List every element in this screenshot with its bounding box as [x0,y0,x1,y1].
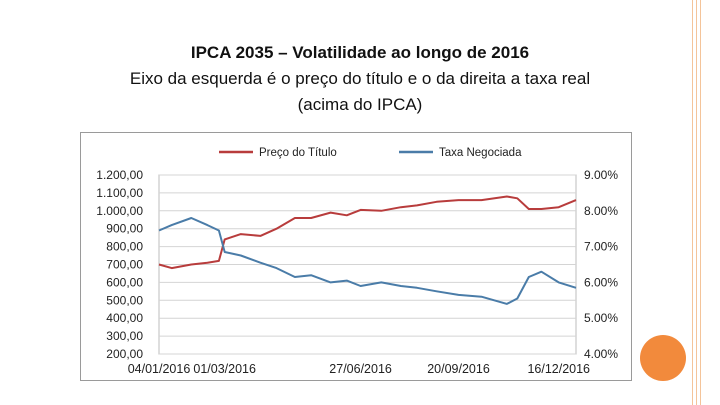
y-left-tick-label: 900,00 [106,222,143,236]
x-tick-label: 01/03/2016 [193,362,256,376]
y-right-tick-label: 5.00% [584,311,618,325]
line-chart: 200,00 300,00 400,00 500,00 600,00 700,00 800,… [96,147,618,376]
series-line-taxa-negociada [158,217,577,305]
decorative-border [690,0,720,405]
x-tick-label: 20/09/2016 [427,362,490,376]
series-line-preco-do-titulo [158,195,577,270]
slide-title-block: IPCA 2035 – Volatilidade ao longo de 201… [60,40,660,118]
y-left-tick-label: 200,00 [106,347,143,361]
y-left-tick-label: 700,00 [106,258,143,272]
legend-label: Taxa Negociada [439,147,522,159]
y-left-tick-label: 1.000,00 [96,204,143,218]
decorative-circle [640,335,686,381]
y-right-tick-label: 6.00% [584,275,618,289]
x-tick-label: 16/12/2016 [527,362,590,376]
y-right-tick-label: 8.00% [584,204,618,218]
slide-subtitle-line-1: Eixo da esquerda é o preço do título e o… [129,69,591,88]
y-right-tick-label: 9.00% [584,168,618,182]
slide-subtitle-line-2: (acima do IPCA) [297,95,423,114]
y-left-tick-label: 400,00 [106,311,143,325]
y-left-tick-label: 800,00 [106,240,143,254]
chart-frame: 200,00 300,00 400,00 500,00 600,00 700,00 800,… [80,132,632,381]
y-left-tick-label: 500,00 [106,293,143,307]
y-right-tick-label: 7.00% [584,240,618,254]
y-left-tick-label: 1.200,00 [96,168,143,182]
x-tick-label: 27/06/2016 [329,362,392,376]
y-left-tick-label: 1.100,00 [96,186,143,200]
y-left-tick-label: 300,00 [106,329,143,343]
y-left-tick-label: 600,00 [106,275,143,289]
legend-label: Preço do Título [259,147,337,159]
slide-title: IPCA 2035 – Volatilidade ao longo de 201… [190,43,530,62]
x-tick-label: 04/01/2016 [128,362,191,376]
y-right-tick-label: 4.00% [584,347,618,361]
